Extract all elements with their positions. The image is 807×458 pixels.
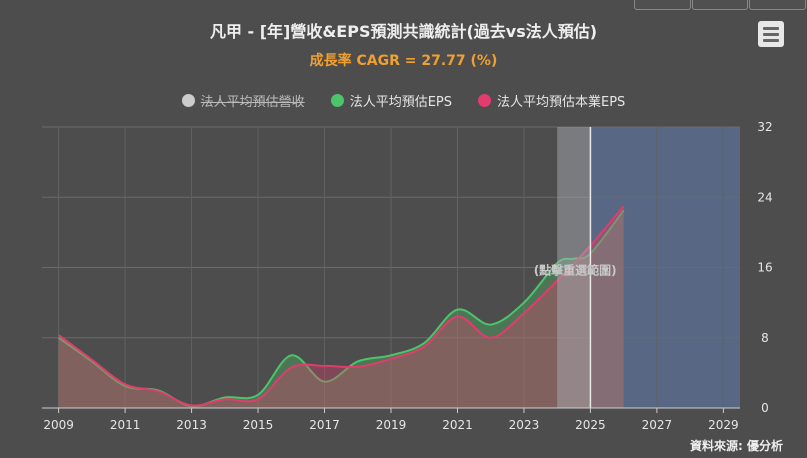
- x-tick-label: 2025: [575, 418, 606, 432]
- x-tick-label: 2013: [176, 418, 207, 432]
- x-tick-label: 2021: [442, 418, 473, 432]
- series-core-eps-area: [58, 206, 624, 408]
- legend-label-revenue: 法人平均預估營收: [200, 95, 305, 110]
- legend-dot-eps: [330, 94, 344, 107]
- x-tick-label: 2019: [376, 418, 407, 432]
- x-tick-label: 2017: [309, 418, 340, 432]
- toolbar-tab-3[interactable]: [749, 0, 807, 10]
- legend-item-core-eps[interactable]: 法人平均預估本業EPS: [478, 91, 625, 110]
- legend-dot-core-eps: [478, 94, 491, 107]
- y-tick-label: 0: [761, 401, 769, 415]
- y-tick-label: 32: [757, 120, 772, 134]
- series-eps-area: [58, 210, 624, 408]
- x-tick-label: 2029: [708, 418, 739, 432]
- chart-legend: 法人平均預估營收 法人平均預估EPS 法人平均預估本業EPS: [0, 91, 807, 110]
- toolbar-tab-1[interactable]: [634, 0, 691, 10]
- legend-label-core-eps: 法人平均預估本業EPS: [497, 95, 626, 110]
- chart-subtitle: 成長率 CAGR = 27.77 (%): [309, 53, 498, 69]
- legend-item-revenue[interactable]: 法人平均預估營收: [181, 91, 305, 110]
- x-tick-label: 2009: [43, 418, 74, 432]
- x-tick-label: 2015: [243, 418, 274, 432]
- y-tick-label: 24: [757, 190, 772, 204]
- toolbar-tab-2[interactable]: [691, 0, 749, 10]
- x-tick-label: 2027: [642, 418, 673, 432]
- selected-range-band: [557, 127, 591, 408]
- series-core-eps-line: [58, 205, 625, 407]
- y-tick-label: 8: [761, 331, 769, 345]
- range-reset-hint: (點擊重選範圍): [534, 263, 617, 278]
- legend-dot-revenue: [181, 94, 195, 107]
- x-tick-label: 2023: [509, 418, 540, 432]
- y-tick-label: 16: [757, 261, 772, 275]
- hamburger-menu-icon[interactable]: [758, 21, 784, 47]
- top-toolbar: [634, 0, 807, 10]
- legend-label-eps: 法人平均預估EPS: [349, 95, 452, 110]
- chart-title: 凡甲 - [年]營收&EPS預測共識統計(過去vs法人預估): [209, 22, 598, 41]
- legend-item-eps[interactable]: 法人平均預估EPS: [330, 91, 452, 110]
- x-tick-label: 2011: [110, 418, 141, 432]
- data-source-label: 資料來源: 優分析: [690, 439, 783, 453]
